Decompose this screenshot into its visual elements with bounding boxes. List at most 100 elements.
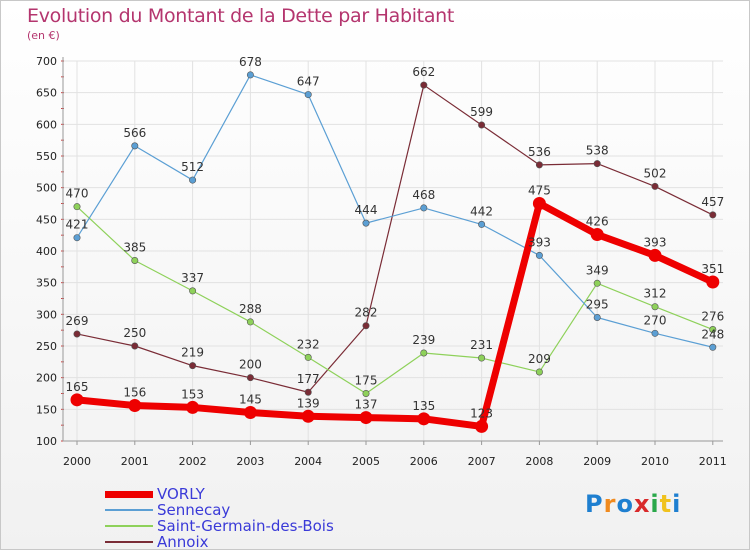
- data-label: 200: [239, 358, 262, 372]
- data-point: [420, 81, 428, 89]
- data-point: [186, 400, 200, 414]
- data-label: 177: [297, 372, 320, 386]
- data-point: [359, 411, 373, 425]
- legend-swatch: [105, 525, 153, 527]
- data-labels: 165 156 153 145 139 137 135 123 475 426 393 351 421 5…: [66, 55, 725, 420]
- y-tick-label: 200: [36, 372, 57, 385]
- data-label: 239: [412, 333, 435, 347]
- data-point: [651, 182, 659, 190]
- data-point: [478, 121, 486, 129]
- data-label: 295: [586, 298, 609, 312]
- data-point: [73, 234, 81, 242]
- data-label: 219: [181, 346, 204, 360]
- data-point: [73, 330, 81, 338]
- data-label: 231: [470, 338, 493, 352]
- data-label: 536: [528, 145, 551, 159]
- data-point: [535, 161, 543, 169]
- chart-unit: (en €): [27, 29, 60, 42]
- data-point: [362, 322, 370, 330]
- data-label: 538: [586, 144, 609, 158]
- x-tick-label: 2005: [352, 455, 380, 468]
- y-tick-label: 700: [36, 55, 57, 68]
- data-label: 647: [297, 75, 320, 89]
- x-tick-label: 2003: [236, 455, 264, 468]
- data-label: 426: [586, 215, 609, 229]
- data-point: [417, 412, 431, 426]
- data-point: [131, 256, 139, 264]
- data-point: [651, 303, 659, 311]
- data-point: [189, 176, 197, 184]
- data-point: [420, 349, 428, 357]
- data-label: 145: [239, 393, 262, 407]
- y-tick-label: 350: [36, 277, 57, 290]
- data-point: [243, 406, 257, 419]
- data-label: 349: [586, 263, 609, 277]
- y-tick-label: 500: [36, 182, 57, 195]
- legend-swatch: [105, 541, 153, 543]
- data-point: [362, 389, 370, 397]
- data-label: 678: [239, 55, 262, 69]
- data-label: 385: [123, 241, 146, 255]
- y-tick-label: 250: [36, 340, 57, 353]
- data-point: [246, 318, 254, 326]
- line-chart: 100 150 200 250 300 350 400 450 500 550 600 650 700 2…: [36, 55, 727, 468]
- data-label: 442: [470, 204, 493, 218]
- data-label: 457: [701, 195, 724, 209]
- y-tick-label: 100: [36, 435, 57, 448]
- x-tick-label: 2002: [179, 455, 207, 468]
- x-tick-label: 2006: [410, 455, 438, 468]
- data-label: 282: [355, 306, 378, 320]
- data-label: 502: [644, 166, 667, 180]
- data-point: [651, 329, 659, 337]
- x-tick-label: 2004: [294, 455, 322, 468]
- data-label: 175: [355, 374, 378, 388]
- grid: [63, 60, 723, 442]
- data-point: [593, 160, 601, 168]
- legend-label: Sennecay: [157, 501, 231, 519]
- x-tick-label: 2001: [121, 455, 149, 468]
- y-tick-label: 600: [36, 118, 57, 131]
- y-tick-label: 400: [36, 245, 57, 258]
- data-label: 156: [123, 386, 146, 400]
- data-label: 135: [412, 399, 435, 413]
- data-label: 165: [66, 380, 89, 394]
- data-point: [709, 211, 717, 219]
- data-point: [648, 248, 662, 262]
- data-label: 139: [297, 396, 320, 410]
- data-label: 470: [66, 187, 89, 201]
- data-point: [475, 419, 489, 433]
- data-label: 288: [239, 302, 262, 316]
- y-tick-label: 150: [36, 403, 57, 416]
- data-point: [535, 251, 543, 259]
- data-label: 393: [528, 235, 551, 249]
- legend-swatch: [105, 490, 153, 498]
- data-point: [709, 343, 717, 351]
- x-tick-label: 2009: [583, 455, 611, 468]
- data-point: [593, 279, 601, 287]
- data-point: [532, 197, 546, 210]
- data-point: [706, 275, 720, 289]
- data-label: 566: [123, 126, 146, 140]
- x-tick-label: 2008: [525, 455, 553, 468]
- y-tick-label: 300: [36, 308, 57, 321]
- y-tick-label: 450: [36, 213, 57, 226]
- data-label: 250: [123, 326, 146, 340]
- legend-swatch: [105, 509, 153, 511]
- data-label: 276: [701, 310, 724, 324]
- data-label: 248: [701, 327, 724, 341]
- x-tick-label: 2000: [63, 455, 91, 468]
- data-point: [420, 204, 428, 212]
- data-point: [189, 287, 197, 295]
- y-tick-label: 650: [36, 87, 57, 100]
- x-tick-label: 2010: [641, 455, 669, 468]
- data-point: [73, 203, 81, 211]
- data-point: [478, 354, 486, 362]
- data-point: [304, 91, 312, 99]
- data-label: 153: [181, 387, 204, 401]
- series-line-0: [73, 200, 717, 430]
- data-label: 209: [528, 352, 551, 366]
- data-point: [128, 399, 142, 413]
- data-label: 232: [297, 337, 320, 351]
- series-line-3: [76, 84, 714, 393]
